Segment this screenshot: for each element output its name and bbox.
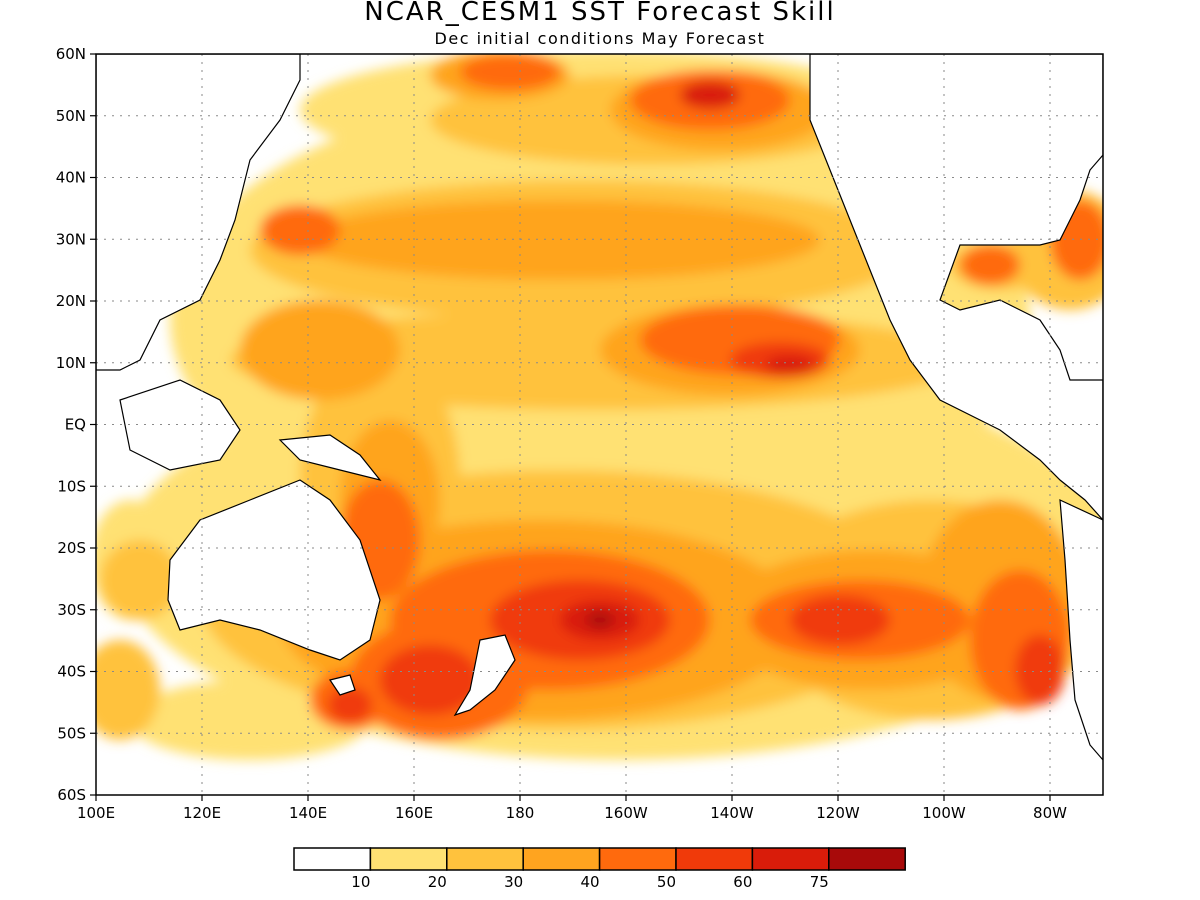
lat-tick-label: 40S xyxy=(57,663,86,681)
lon-tick-label: 100W xyxy=(922,804,966,822)
colorbar-label: 10 xyxy=(351,873,370,891)
colorbar-label: 60 xyxy=(733,873,752,891)
lat-tick-label: 50S xyxy=(57,724,86,742)
lat-tick-label: 30N xyxy=(56,230,86,248)
lat-tick-label: 50N xyxy=(56,107,86,125)
lat-tick-label: 40N xyxy=(56,169,86,187)
lat-tick-label: 20S xyxy=(57,539,86,557)
lat-tick-label: 10N xyxy=(56,354,86,372)
lat-tick-label: 30S xyxy=(57,601,86,619)
lon-tick-label: 160E xyxy=(395,804,433,822)
colorbar-swatch xyxy=(522,847,601,871)
colorbar-swatch xyxy=(446,847,524,871)
lat-tick-label: 60N xyxy=(56,45,86,63)
lon-tick-label: 180 xyxy=(506,804,535,822)
lat-tick-label: 60S xyxy=(57,786,86,804)
latitude-ticks: 60N 50N 40N 30N 20N 10N EQ 10S 20S 30S 40S 50S 60S xyxy=(56,45,96,804)
colorbar-swatch xyxy=(751,847,830,871)
colorbar-label: 20 xyxy=(428,873,447,891)
map-subtitle: Dec initial conditions May Forecast xyxy=(434,29,766,48)
lon-tick-label: 140W xyxy=(710,804,754,822)
lon-tick-label: 160W xyxy=(604,804,648,822)
colorbar-label: 50 xyxy=(657,873,676,891)
lat-tick-label: EQ xyxy=(65,416,86,434)
colorbar: 10 20 30 40 50 60 75 xyxy=(293,847,906,891)
lon-tick-label: 80W xyxy=(1033,804,1067,822)
lat-tick-label: 20N xyxy=(56,292,86,310)
colorbar-label: 75 xyxy=(810,873,829,891)
colorbar-label: 30 xyxy=(504,873,523,891)
lat-tick-label: 10S xyxy=(57,477,86,495)
colorbar-swatch xyxy=(598,847,677,871)
map-title: NCAR_CESM1 SST Forecast Skill xyxy=(364,0,836,27)
longitude-ticks: 100E 120E 140E 160E 180 160W 140W 120W 100W 80W xyxy=(77,795,1067,822)
colorbar-swatch xyxy=(675,847,754,871)
lon-tick-label: 120E xyxy=(183,804,221,822)
coastlines xyxy=(96,54,1103,761)
lon-tick-label: 140E xyxy=(289,804,327,822)
colorbar-label: 40 xyxy=(581,873,600,891)
lon-tick-label: 100E xyxy=(77,804,115,822)
colorbar-swatch xyxy=(293,847,372,871)
lon-tick-label: 120W xyxy=(816,804,860,822)
colorbar-swatch xyxy=(828,847,906,871)
colorbar-swatch xyxy=(369,847,448,871)
skill-field xyxy=(96,54,1103,795)
